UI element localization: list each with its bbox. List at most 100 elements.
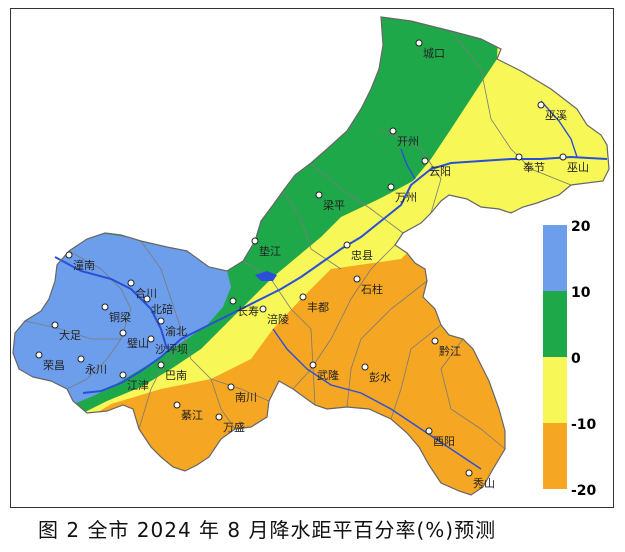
city-dot <box>65 251 73 259</box>
legend-label-10: 10 <box>571 285 591 301</box>
city-label: 璧山 <box>127 336 149 350</box>
legend-label-minus20: -20 <box>571 483 597 499</box>
city-dot <box>259 305 267 313</box>
city-label: 万盛 <box>223 420 245 434</box>
legend-label-minus10: -10 <box>571 417 597 433</box>
city-dot <box>35 351 43 359</box>
legend-bin-10-to-20 <box>543 225 567 291</box>
city-label: 长寿 <box>237 304 259 318</box>
city-label: 秀山 <box>473 477 495 490</box>
city-label: 开州 <box>397 135 419 148</box>
lake-changshou <box>255 271 277 281</box>
city-dot <box>431 337 439 345</box>
city-label: 黔江 <box>439 344 461 358</box>
city-dot <box>309 361 317 369</box>
city-label: 垫江 <box>259 244 281 258</box>
city-dot <box>51 321 59 329</box>
city-marker: 丰都 <box>299 293 329 314</box>
city-dot <box>421 157 429 165</box>
city-dot <box>353 275 361 283</box>
city-label: 江津 <box>127 379 149 392</box>
city-marker: 巫山 <box>559 153 589 174</box>
city-label: 酉阳 <box>433 435 455 448</box>
legend-bin-minus10-to-0 <box>543 357 567 423</box>
city-marker: 梁平 <box>315 191 345 212</box>
city-marker: 云阳 <box>421 157 451 178</box>
city-marker: 城口 <box>415 39 445 60</box>
city-marker: 沙坪坝 <box>147 335 188 356</box>
city-label: 綦江 <box>181 409 203 422</box>
map-frame: 城口 巫溪 开州 奉节 巫山 云阳 万州 梁平 垫江 忠县 石柱 丰都 长寿 涪陵 潼南 合川 铜梁 北碚 渝北 大足… <box>10 8 614 508</box>
city-label: 巴南 <box>165 369 187 382</box>
city-dot <box>143 295 151 303</box>
xiaojiang-river <box>400 148 416 180</box>
city-dot <box>101 303 109 311</box>
city-label: 涪陵 <box>267 312 289 326</box>
city-dot <box>299 293 307 301</box>
legend-label-20: 20 <box>571 219 591 235</box>
city-dot <box>157 361 165 369</box>
city-marker: 酉阳 <box>425 427 455 448</box>
city-label: 城口 <box>423 47 445 60</box>
city-label: 彭水 <box>369 370 391 384</box>
city-label: 铜梁 <box>109 310 131 324</box>
city-marker: 永川 <box>77 355 107 376</box>
city-dot <box>173 401 181 409</box>
city-label: 石柱 <box>361 282 383 296</box>
city-dot <box>119 371 127 379</box>
city-marker: 璧山 <box>119 329 149 350</box>
city-marker: 渝北 <box>157 317 187 338</box>
yangtze-river <box>82 155 608 394</box>
city-dot <box>127 279 135 287</box>
city-marker: 秀山 <box>465 469 495 490</box>
city-marker: 巫溪 <box>537 101 567 122</box>
city-label: 潼南 <box>73 258 95 272</box>
legend-bin-minus20-to-minus10 <box>543 423 567 489</box>
city-marker: 大足 <box>51 321 81 342</box>
city-marker: 万州 <box>387 183 417 204</box>
city-label: 忠县 <box>351 249 373 262</box>
legend-label-0: 0 <box>571 351 581 367</box>
rivers <box>54 100 608 470</box>
city-label: 云阳 <box>429 165 451 178</box>
daning-river <box>540 100 578 158</box>
city-marker: 北碚 <box>143 295 173 316</box>
city-dot <box>77 355 85 363</box>
city-dot <box>537 101 545 109</box>
chongqing-outline <box>12 16 610 496</box>
city-marker: 南川 <box>227 383 257 404</box>
city-marker: 巴南 <box>157 361 187 382</box>
precipitation-fill <box>13 17 609 495</box>
city-label: 荣昌 <box>43 359 65 372</box>
city-label: 梁平 <box>323 198 345 212</box>
city-label: 巫溪 <box>545 109 567 122</box>
jialing-river <box>54 256 168 350</box>
city-marker: 铜梁 <box>101 303 131 324</box>
city-dot <box>415 39 423 47</box>
city-marker: 潼南 <box>65 251 95 272</box>
city-dot <box>387 183 395 191</box>
city-label: 武隆 <box>317 368 339 382</box>
city-dot <box>425 427 433 435</box>
city-label: 沙坪坝 <box>155 342 188 356</box>
city-label: 永川 <box>85 362 107 376</box>
city-dot <box>361 363 369 371</box>
city-dot <box>389 127 397 135</box>
city-marker: 合川 <box>127 279 157 300</box>
legend-bin-0-to-10 <box>543 291 567 357</box>
city-marker: 忠县 <box>343 241 373 262</box>
city-dot <box>157 317 165 325</box>
city-dot <box>229 297 237 305</box>
city-dot <box>215 413 223 421</box>
zone-10-to-20 <box>13 209 231 409</box>
city-label: 大足 <box>59 328 81 342</box>
city-marker: 綦江 <box>173 401 203 422</box>
city-marker: 黔江 <box>431 337 461 358</box>
city-label: 万州 <box>395 191 417 204</box>
city-dot <box>559 153 567 161</box>
wu-river <box>272 328 482 470</box>
city-dot <box>147 335 155 343</box>
city-marker: 万盛 <box>215 413 245 434</box>
